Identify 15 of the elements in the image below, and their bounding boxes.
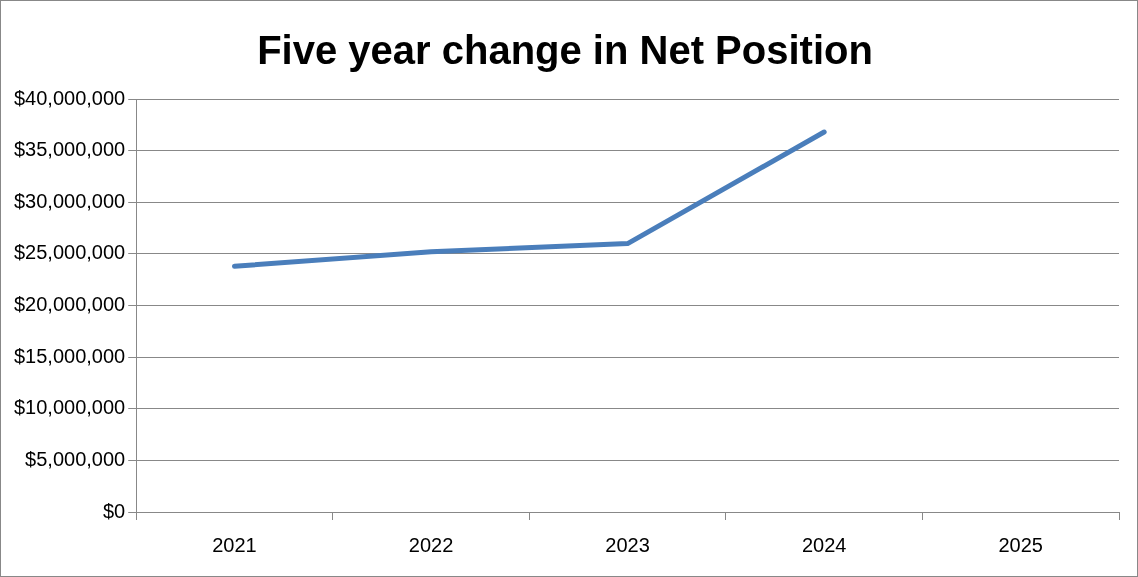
x-tick-label: 2023	[605, 533, 650, 556]
y-tick-label: $5,000,000	[25, 447, 126, 470]
y-tick-label: $15,000,000	[13, 344, 126, 367]
y-tick-label: $30,000,000	[13, 189, 126, 212]
y-tick-label: $10,000,000	[13, 396, 126, 419]
x-tick-label: 2025	[998, 533, 1043, 556]
y-tick-label: $0	[102, 499, 126, 522]
y-tick-label: $20,000,000	[13, 293, 126, 316]
x-tick-label: 2021	[212, 533, 257, 556]
y-tick-label: $40,000,000	[13, 86, 126, 109]
y-tick-label: $35,000,000	[13, 138, 126, 161]
y-tick-label: $25,000,000	[13, 241, 126, 264]
x-tick-label: 2022	[408, 533, 454, 556]
chart-title: Five year change in Net Position	[257, 28, 873, 73]
x-tick-label: 2024	[801, 533, 847, 556]
